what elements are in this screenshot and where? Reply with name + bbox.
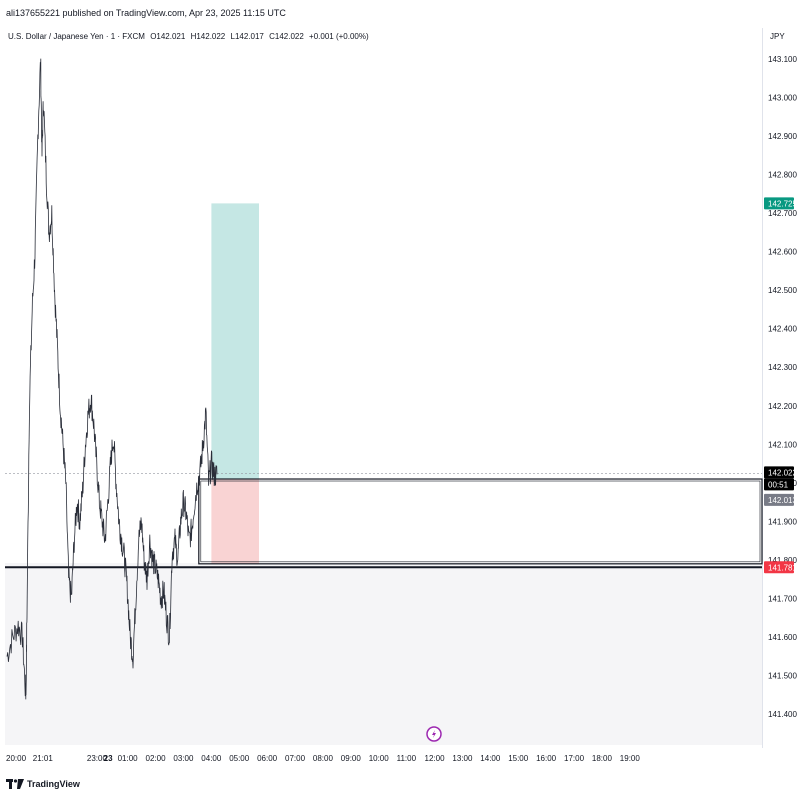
target-price-badge[interactable]: 142.725 (768, 199, 797, 208)
x-tick-label: 16:00 (536, 754, 557, 763)
countdown-badge-bg (764, 478, 794, 491)
price-axis-divider (762, 28, 763, 748)
y-tick-label: 141.600 (768, 633, 797, 642)
currency-label: JPY (770, 32, 785, 41)
y-tick-label: 141.800 (768, 556, 797, 565)
bid-price-badge-bg (764, 493, 794, 506)
x-tick-label: 18:00 (592, 754, 613, 763)
support-price-badge-bg (764, 561, 794, 574)
published-caption: ali137655221 published on TradingView.co… (6, 8, 286, 18)
x-tick-label: 04:00 (201, 754, 222, 763)
y-tick-label: 143.000 (768, 93, 797, 102)
y-tick-label: 142.300 (768, 363, 797, 372)
target-zone[interactable] (211, 203, 259, 480)
y-tick-label: 141.400 (768, 710, 797, 719)
y-tick-label: 142.900 (768, 132, 797, 141)
x-tick-label: 12:00 (425, 754, 446, 763)
current-price-badge-bg (764, 466, 794, 479)
x-tick-label: 02:00 (146, 754, 167, 763)
x-tick-label: 14:00 (480, 754, 501, 763)
x-tick-label: 06:00 (257, 754, 278, 763)
y-tick-label: 141.500 (768, 672, 797, 681)
ohlc-high: H142.022 (190, 32, 226, 41)
y-tick-label: 142.400 (768, 325, 797, 334)
x-tick-label: 23 (104, 754, 113, 763)
support-price-badge[interactable]: 141.781 (768, 563, 797, 572)
price-series-line[interactable] (6, 58, 218, 700)
ohlc-close: C142.022 (269, 32, 304, 41)
x-tick-label: 10:00 (369, 754, 390, 763)
ohlc-change: +0.001 (+0.00%) (309, 32, 369, 41)
ohlc-low: L142.017 (230, 32, 264, 41)
ohlc-open: O142.021 (150, 32, 186, 41)
x-tick-label: 20:00 (6, 754, 27, 763)
countdown-badge[interactable]: 00:51 (768, 480, 789, 489)
y-tick-label: 142.200 (768, 402, 797, 411)
tradingview-logo-icon (6, 779, 24, 789)
bid-price-badge[interactable]: 142.013 (768, 496, 797, 505)
y-tick-label: 142.700 (768, 209, 797, 218)
x-tick-label: 21:01 (33, 754, 54, 763)
current-price-badge[interactable]: 142.022 (768, 468, 797, 477)
y-tick-label: 142.800 (768, 170, 797, 179)
range-box-inner (200, 480, 761, 563)
x-tick-label: 08:00 (313, 754, 334, 763)
lower-range-shade (5, 563, 762, 745)
lightning-icon (432, 730, 436, 738)
x-tick-label: 13:00 (452, 754, 473, 763)
tradingview-brand[interactable]: TradingView (6, 779, 80, 789)
x-tick-label: 17:00 (564, 754, 585, 763)
x-tick-label: 01:00 (118, 754, 139, 763)
x-tick-label: 15:00 (508, 754, 529, 763)
y-tick-label: 142.600 (768, 248, 797, 257)
range-box[interactable] (198, 478, 763, 565)
symbol-name: U.S. Dollar / Japanese Yen · 1 · FXCM (8, 32, 145, 41)
y-tick-label: 141.700 (768, 595, 797, 604)
target-price-badge-bg (764, 197, 794, 210)
y-tick-label: 142.500 (768, 286, 797, 295)
x-tick-label: 11:00 (397, 754, 417, 763)
x-tick-label: 19:00 (620, 754, 641, 763)
x-tick-label: 05:00 (229, 754, 250, 763)
stop-zone[interactable] (211, 479, 259, 564)
y-tick-label: 142.100 (768, 440, 797, 449)
x-tick-label: 09:00 (341, 754, 362, 763)
brand-name: TradingView (27, 779, 80, 789)
x-tick-label: 23:00 (87, 754, 108, 763)
economic-event-marker[interactable] (426, 726, 442, 742)
symbol-legend[interactable]: U.S. Dollar / Japanese Yen · 1 · FXCM O1… (8, 32, 369, 41)
y-tick-label: 143.100 (768, 55, 797, 64)
y-tick-label: 141.900 (768, 517, 797, 526)
x-tick-label: 03:00 (173, 754, 194, 763)
x-tick-label: 07:00 (285, 754, 306, 763)
